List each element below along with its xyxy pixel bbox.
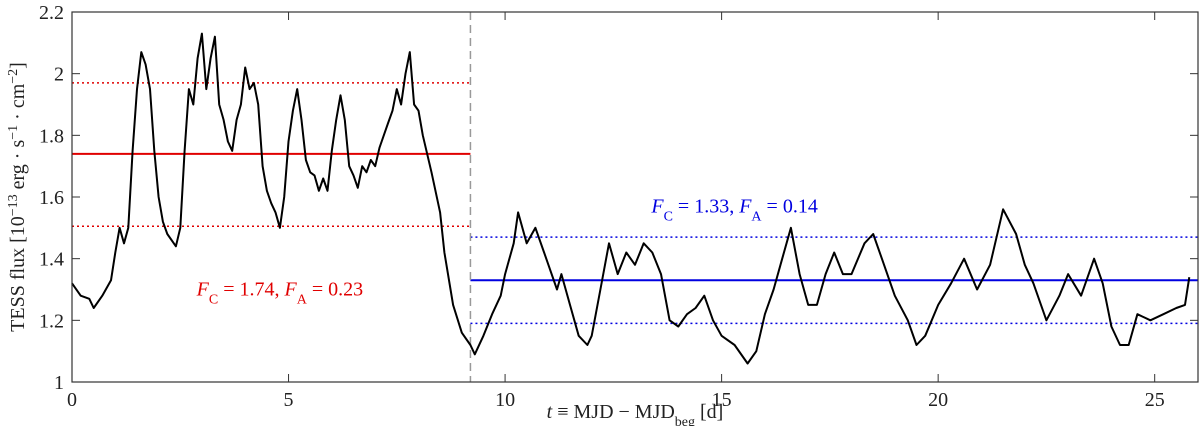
x-tick-label: 10 [495,389,515,411]
y-tick-label: 1.8 [39,125,64,147]
text-part: = 1.74, [218,279,284,301]
text-part: F [196,279,210,301]
text-part: beg [675,415,695,427]
y-tick-label: 2 [54,64,64,86]
y-tick-label: 1 [54,372,64,394]
annotation: FC = 1.74, FA = 0.23 [196,279,363,308]
text-part: = 0.14 [762,195,818,217]
text-part: −2 [6,69,21,84]
text-part: C [664,209,673,224]
text-part: [d] [695,401,723,423]
x-tick-label: 5 [284,389,294,411]
text-part: F [283,279,297,301]
text-part: t [547,401,553,423]
text-part: = 1.33, [673,195,739,217]
text-part: A [297,292,308,307]
x-tick-label: 15 [712,389,732,411]
text-part: TESS flux [10 [7,216,29,332]
y-tick-label: 1.4 [39,249,64,271]
flux-line [71,32,1191,365]
text-part: · cm [7,83,29,125]
text-part: C [209,292,218,307]
text-part: −13 [6,194,21,216]
y-tick-label: 1.2 [39,310,64,332]
text-part: −1 [6,125,21,140]
x-tick-label: 20 [928,389,948,411]
text-part: ] [7,62,29,69]
text-part: F [650,195,664,217]
text-part: ≡ MJD − MJD [552,401,675,423]
text-part: = 0.23 [307,279,363,301]
x-tick-label: 0 [67,389,77,411]
text-part: F [738,195,752,217]
plot-frame [71,11,1199,383]
x-axis-label: t ≡ MJD − MJDbeg [d] [547,401,724,426]
y-tick-label: 2.2 [39,2,64,24]
y-axis-label: TESS flux [10−13 erg · s−1 · cm−2] [6,62,30,332]
y-tick-label: 1.6 [39,187,64,209]
text-part: erg · s [7,140,29,195]
x-tick-label: 25 [1145,389,1165,411]
annotation: FC = 1.33, FA = 0.14 [650,195,817,224]
text-part: A [751,209,762,224]
